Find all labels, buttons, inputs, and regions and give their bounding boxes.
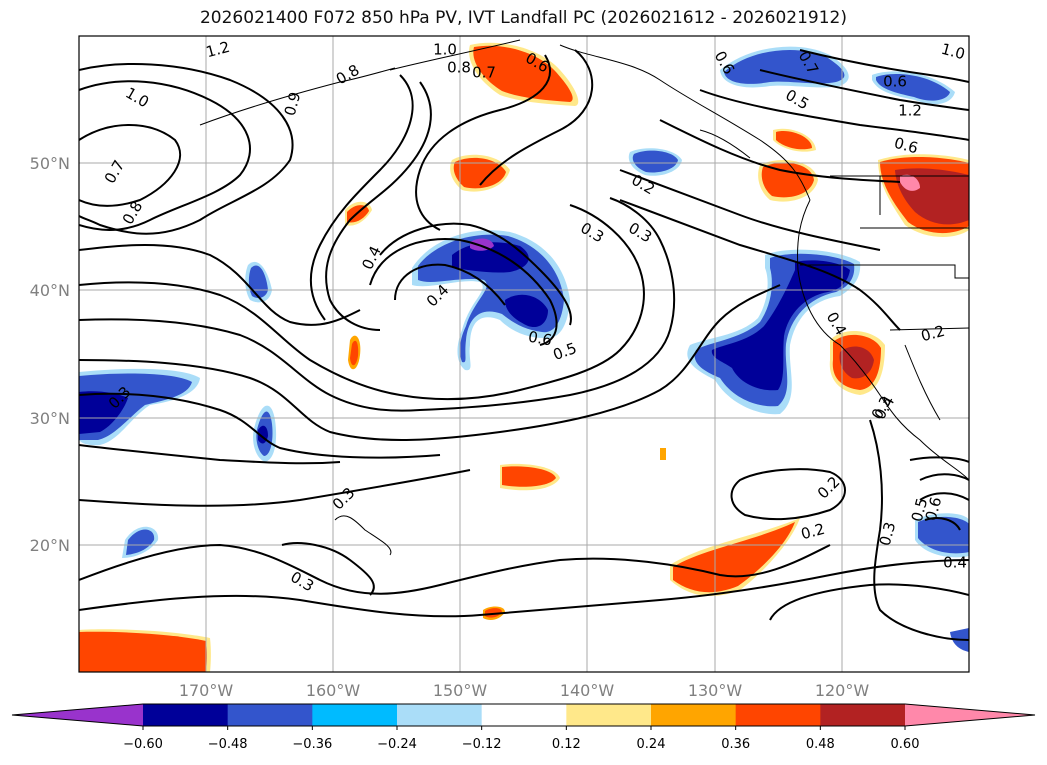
colorbar-tick-label: 0.60 [891, 737, 920, 752]
contour-label: 0.6 [922, 495, 946, 523]
contour-label: 0.2 [799, 520, 827, 544]
lon-tick-label: 140°W [560, 681, 615, 700]
colorbar-tick-label: 0.36 [721, 737, 750, 752]
contour-label: 0.6 [883, 73, 907, 91]
contour-label: 1.0 [433, 41, 457, 59]
colorbar-tick-label: −0.24 [377, 737, 417, 752]
lon-tick-label: 130°W [688, 681, 743, 700]
map-title: 2026021400 F072 850 hPa PV, IVT Landfall… [199, 8, 847, 28]
colorbar-swatch [143, 704, 229, 726]
lat-tick-label: 20°N [30, 536, 70, 555]
colorbar-swatch [481, 704, 567, 726]
colorbar [11, 703, 1036, 727]
colorbar-tick-label: −0.48 [208, 737, 248, 752]
contour-label: 0.6 [527, 328, 554, 350]
lat-tick-label: 40°N [30, 281, 70, 300]
pv-contours [79, 49, 969, 641]
map-content [79, 36, 969, 672]
contour-label: 0.5 [908, 496, 932, 524]
negative-shading [79, 46, 969, 652]
coastlines [199, 39, 969, 556]
contour-label: 0.4 [943, 554, 967, 572]
colorbar-swatch [735, 704, 821, 726]
contour-label: 1.0 [939, 40, 967, 64]
lat-tick-label: 30°N [30, 409, 70, 428]
contour-label: 0.9 [281, 90, 305, 118]
lon-tick-label: 120°W [815, 681, 870, 700]
colorbar-extend-high [905, 704, 1035, 726]
contour-label: 0.6 [892, 134, 920, 158]
lat-tick-label: 50°N [30, 154, 70, 173]
lon-tick-label: 160°W [306, 681, 361, 700]
colorbar-swatch [566, 704, 652, 726]
colorbar-tick-label: 0.12 [552, 737, 581, 752]
latitude-axis: 50°N 40°N 30°N 20°N [30, 154, 70, 555]
colorbar-tick-label: −0.60 [123, 737, 163, 752]
colorbar-tick-label: −0.36 [292, 737, 332, 752]
colorbar-swatch [651, 704, 737, 726]
contour-label: 1.2 [204, 38, 232, 62]
colorbar-tick-label: 0.48 [806, 737, 835, 752]
colorbar-tick-label: −0.12 [462, 737, 502, 752]
contour-label: 1.2 [898, 102, 922, 120]
contour-label: 0.8 [447, 59, 471, 77]
colorbar-swatch [820, 704, 906, 726]
map-frame [78, 35, 970, 673]
lon-tick-label: 170°W [179, 681, 234, 700]
lon-tick-label: 150°W [433, 681, 488, 700]
contour-label: 0.2 [919, 322, 947, 346]
colorbar-swatch [227, 704, 313, 726]
colorbar-swatch [312, 704, 398, 726]
colorbar-tick-label: 0.24 [637, 737, 666, 752]
contour-label: 0.7 [472, 64, 496, 82]
positive-shading [79, 42, 969, 672]
colorbar-extend-low [12, 704, 143, 726]
longitude-axis: 170°W 160°W 150°W 140°W 130°W 120°W [179, 681, 870, 700]
contour-label: 0.3 [876, 520, 900, 548]
colorbar-swatch [397, 704, 483, 726]
colorbar-tick-labels: −0.60 −0.48 −0.36 −0.24 −0.12 0.12 0.24 0.36 0.4… [123, 726, 919, 752]
